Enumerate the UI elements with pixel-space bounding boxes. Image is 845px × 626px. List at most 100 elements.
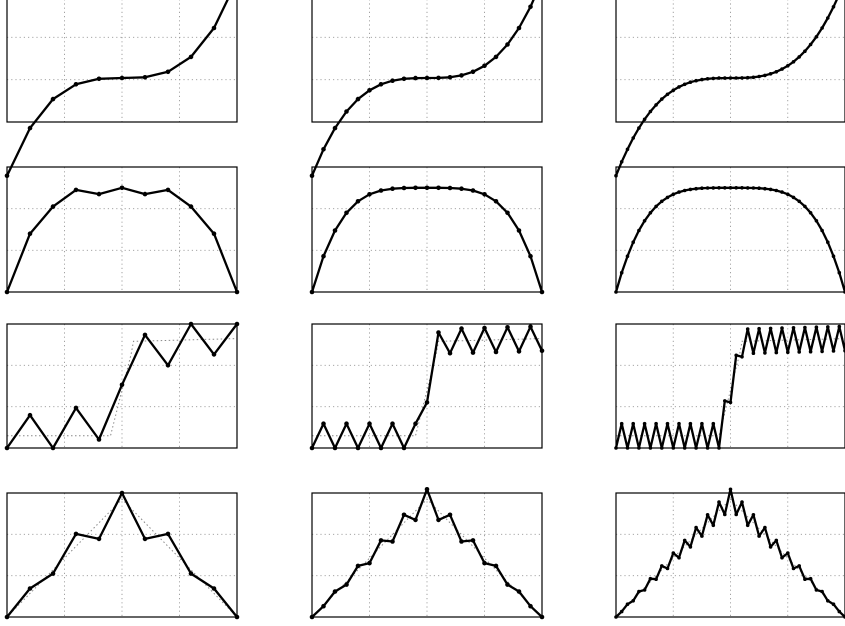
axes-frame (311, 166, 543, 293)
data-point (757, 534, 761, 538)
subplot-r4-c2 (309, 487, 545, 620)
data-point (447, 350, 453, 356)
subplot-r4-c3 (614, 487, 845, 619)
data-point (763, 73, 767, 78)
data-point (96, 437, 102, 442)
data-point (447, 75, 453, 80)
data-point (780, 555, 784, 560)
data-point (637, 126, 641, 130)
data-point (188, 204, 194, 209)
reference-curve (6, 498, 238, 618)
data-point (413, 421, 418, 427)
data-point (728, 400, 733, 405)
data-point (671, 88, 676, 93)
data-point (734, 76, 738, 80)
data-point (50, 204, 56, 209)
data-point (482, 63, 487, 69)
data-point (390, 186, 395, 191)
data-point (826, 325, 830, 329)
data-point (470, 350, 476, 355)
data-point (470, 69, 476, 75)
data-point (413, 517, 418, 523)
data-point (751, 351, 756, 356)
data-point (814, 588, 819, 592)
subplot-r2-c1 (4, 166, 240, 295)
data-point (728, 487, 733, 492)
data-point (671, 551, 676, 555)
data-point (700, 421, 704, 426)
data-point (50, 96, 56, 102)
data-point (413, 75, 418, 81)
data-point (436, 330, 441, 335)
data-point (740, 76, 744, 80)
data-point (355, 563, 361, 569)
data-point (119, 75, 125, 81)
data-point (470, 538, 476, 543)
data-point (797, 55, 801, 59)
data-point (211, 25, 217, 31)
data-point (723, 512, 727, 517)
data-point (745, 327, 750, 331)
data-point (27, 586, 33, 591)
data-point (803, 204, 807, 209)
subplot-r2-c3 (614, 166, 845, 294)
data-point (401, 76, 407, 82)
data-point (711, 186, 716, 190)
data-point (73, 531, 79, 537)
data-point (27, 231, 33, 236)
subplot-r3-c3 (614, 323, 845, 450)
data-point (717, 76, 721, 80)
data-point (734, 353, 738, 358)
data-point (648, 109, 653, 114)
data-point (528, 324, 533, 330)
data-point (332, 125, 338, 131)
data-point (648, 211, 653, 215)
data-point (516, 228, 522, 233)
data-point (642, 219, 647, 223)
data-point (665, 195, 670, 200)
data-point (751, 513, 756, 517)
data-point (797, 199, 801, 204)
data-point (631, 240, 635, 244)
data-point (637, 589, 641, 594)
data-point (711, 76, 716, 81)
data-point (820, 349, 824, 354)
axes-frame (615, 0, 845, 123)
data-point (705, 513, 710, 517)
axes-frame (615, 166, 845, 293)
data-point (482, 325, 487, 331)
data-point (188, 571, 194, 576)
data-point (355, 96, 361, 102)
data-point (332, 589, 338, 594)
axes-frame (311, 323, 543, 449)
data-point (470, 188, 476, 193)
data-point (665, 421, 670, 426)
subplot-r1-c2 (309, 0, 543, 178)
data-point (165, 531, 171, 537)
data-point (745, 186, 750, 190)
data-point (642, 117, 647, 122)
data-point (505, 210, 510, 216)
data-point (814, 219, 819, 223)
data-point (424, 487, 430, 492)
data-point (654, 204, 658, 209)
data-point (717, 186, 721, 190)
data-point (803, 577, 807, 581)
data-point (436, 517, 441, 523)
data-point (96, 536, 102, 542)
axes-frame (6, 492, 238, 618)
data-point (493, 563, 499, 569)
data-point (378, 188, 384, 193)
data-point (665, 92, 670, 97)
data-point (768, 326, 773, 331)
data-point (826, 599, 830, 603)
data-point (671, 192, 676, 197)
data-point (436, 185, 441, 191)
data-point (688, 421, 693, 426)
data-point (774, 188, 779, 193)
data-point (808, 211, 813, 215)
data-point (768, 187, 773, 192)
data-point (723, 186, 727, 190)
data-point (768, 72, 773, 76)
data-point (660, 564, 664, 568)
